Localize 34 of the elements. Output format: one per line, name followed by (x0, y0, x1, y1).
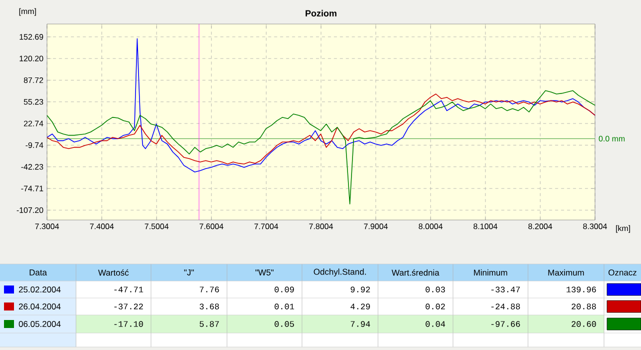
text: 20.60 (572, 321, 596, 327)
text: Data (30, 270, 47, 276)
text: Odchyl.Stand. (314, 268, 366, 276)
text: 0.01 (274, 304, 294, 310)
text: 139.96 (566, 286, 596, 292)
text: Wartość (98, 269, 129, 276)
text: Maximum (548, 269, 584, 276)
text: -17.10 (114, 321, 143, 327)
text: 20.88 (572, 304, 596, 310)
text: 0.04 (426, 321, 446, 327)
chart-title: Poziom (306, 10, 336, 17)
text: 0.02 (426, 304, 445, 310)
text: Wart.średnia (392, 269, 440, 276)
text: -97.66 (491, 321, 520, 327)
legend-label: 26.04.2004 (18, 304, 61, 310)
text: 3.68 (200, 304, 219, 310)
legend-label: 25.02.2004 (18, 286, 61, 292)
text: 7.94 (350, 321, 370, 327)
text: "J" (184, 270, 194, 276)
text: -47.71 (114, 286, 144, 292)
text: 7.76 (200, 286, 219, 292)
text: -24.88 (491, 304, 520, 310)
text: 0.09 (274, 286, 294, 292)
text: 9.92 (350, 286, 370, 292)
text: -33.47 (491, 286, 520, 292)
text: 0.03 (426, 286, 445, 292)
legend-label: 06.05.2004 (18, 321, 61, 327)
text: 5.87 (200, 321, 219, 327)
text: Minimum (474, 269, 508, 276)
text: 4.29 (350, 304, 370, 310)
text: Oznacz (608, 270, 636, 276)
text: 0.05 (274, 321, 294, 327)
text: "W5" (256, 270, 274, 276)
text: -37.22 (114, 304, 143, 310)
